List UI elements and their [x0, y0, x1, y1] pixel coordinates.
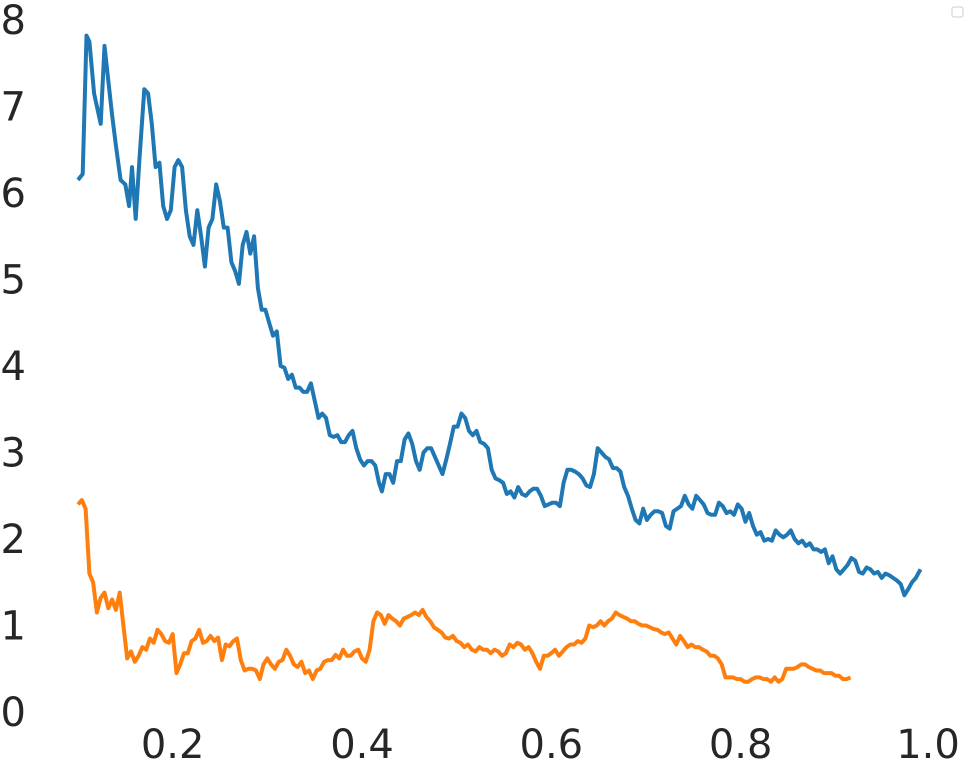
y-axis-ticks: 0 1 2 3 4 5 6 7 8: [1, 0, 26, 736]
series-1-line: [76, 33, 923, 598]
x-tick-label: 0.6: [520, 722, 584, 767]
y-tick-label: 1: [1, 604, 26, 650]
y-tick-label: 0: [1, 690, 26, 736]
y-tick-label: 6: [1, 171, 26, 217]
y-tick-label: 4: [1, 344, 26, 390]
legend: [951, 6, 964, 18]
y-tick-label: 2: [1, 517, 26, 563]
y-tick-label: 3: [1, 431, 26, 477]
x-tick-label: 1.0: [896, 722, 960, 767]
x-tick-label: 0.2: [141, 722, 205, 767]
x-axis-ticks: 0.2 0.4 0.6 0.8 1.0: [141, 722, 960, 767]
series-layer: [76, 33, 923, 684]
y-tick-label: 8: [1, 0, 26, 44]
y-tick-label: 5: [1, 258, 26, 304]
series-2-line: [76, 498, 852, 684]
y-tick-label: 7: [1, 85, 26, 131]
x-tick-label: 0.4: [330, 722, 394, 767]
x-tick-label: 0.8: [709, 722, 773, 767]
